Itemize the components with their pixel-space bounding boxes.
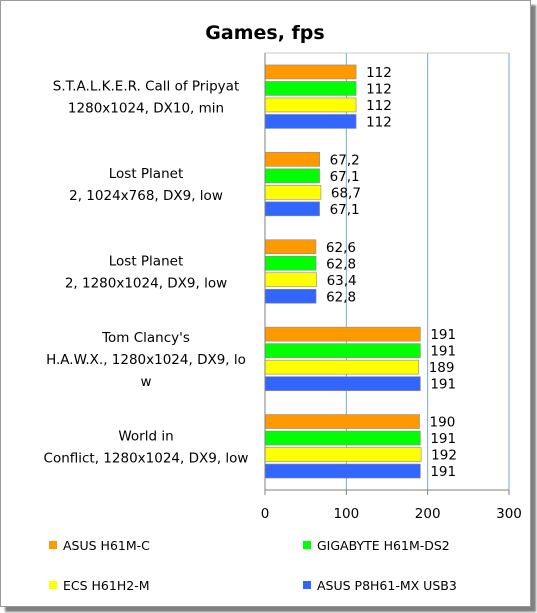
data-label-1-2: 68,7 [331,185,361,201]
category-label-3-0: Tom Clancy's [101,330,190,346]
bar-3-2 [264,359,420,375]
data-label-0-2: 112 [366,98,392,114]
bar-1-0 [264,152,320,167]
data-label-4-1: 191 [430,431,456,447]
category-label-0-1: 1280x1024, DX10, min [68,101,224,117]
chart-title: Games, fps [205,22,324,44]
category-label-1-1: 2, 1024x768, DX9, low [69,188,223,204]
category-label-3-1: H.A.W.X., 1280x1024, DX9, lo [46,352,246,368]
category-label-1-0: Lost Planet [109,166,183,182]
x-tick-label-3: 300 [496,506,522,522]
data-label-3-3: 191 [430,377,456,393]
legend-swatch-0 [49,541,57,549]
category-label-4-1: Conflict, 1280x1024, DX9, low [44,450,249,466]
category-label-0-0: S.T.A.L.K.E.R. Call of Pripyat [53,79,239,95]
data-label-3-1: 191 [430,344,456,360]
category-label-3-2: w [140,374,151,390]
bar-2-1 [264,255,317,271]
data-label-4-0: 190 [430,415,456,431]
data-label-0-3: 112 [366,114,392,130]
bar-2-2 [264,272,317,288]
data-label-2-3: 62,8 [326,289,356,305]
bar-0-1 [264,81,357,96]
bar-4-2 [264,447,422,462]
category-label-4-0: World in [118,428,173,444]
data-label-1-1: 67,1 [330,169,360,185]
data-label-3-0: 191 [430,327,456,343]
data-label-1-3: 67,1 [330,202,360,218]
x-tick-label-0: 0 [261,506,270,522]
chart-frame: Games, fps 112 112 112 112 S.T.A.L.K.E.R. Ca… [0,0,531,607]
bar-0-0 [264,64,357,80]
bar-0-2 [264,97,357,113]
bar-1-3 [264,201,320,217]
bar-3-3 [264,376,421,391]
bar-1-2 [264,185,322,200]
data-label-0-1: 112 [366,81,392,97]
data-label-4-2: 192 [431,448,457,464]
data-label-1-0: 67,2 [330,152,360,168]
x-tick-label-2: 200 [415,506,441,522]
legend-label-2: ECS H61H2-M [63,578,150,593]
bar-4-1 [264,430,421,446]
data-label-4-3: 191 [430,464,456,480]
x-tick-label-1: 100 [333,506,359,522]
data-label-2-1: 62,8 [326,256,356,272]
bar-3-0 [264,326,421,342]
bar-2-3 [264,288,317,304]
legend-swatch-3 [303,581,311,589]
legend-label-3: ASUS P8H61-MX USB3 [317,578,457,593]
data-label-2-2: 63,4 [327,273,357,289]
bar-2-0 [264,239,317,255]
category-label-2-1: 2, 1280x1024, DX9, low [65,276,227,292]
category-label-2-0: Lost Planet [109,254,183,270]
legend-swatch-2 [49,581,57,589]
bar-0-3 [264,114,357,129]
data-label-0-0: 112 [366,65,392,81]
legend-swatch-1 [303,541,311,549]
legend-label-1: GIGABYTE H61M-DS2 [317,538,450,553]
data-label-3-2: 189 [429,360,455,376]
bar-3-1 [264,343,421,358]
legend-label-0: ASUS H61M-C [63,538,150,553]
bar-4-0 [264,414,420,429]
bar-1-1 [264,168,320,184]
data-label-2-0: 62,6 [326,240,356,256]
bar-4-3 [264,463,421,479]
